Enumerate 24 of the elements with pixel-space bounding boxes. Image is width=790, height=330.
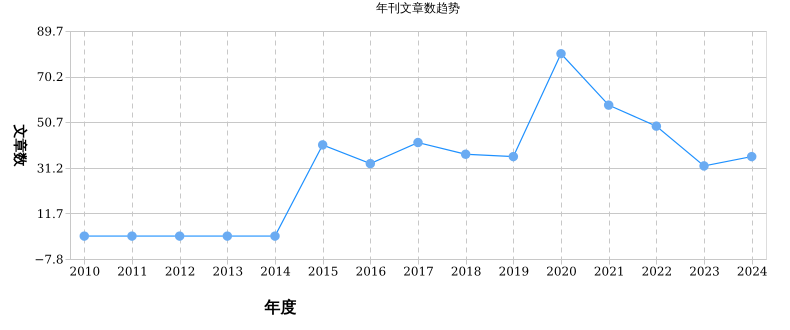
chart-title: 年刊文章数趋势	[376, 1, 460, 15]
y-tick-label: 31.2	[36, 161, 64, 176]
y-tick-label: 89.7	[36, 24, 64, 38]
x-axis-title: 年度	[264, 298, 296, 316]
y-tick-label: −7.8	[34, 252, 64, 266]
x-tick-label: 2023	[689, 264, 720, 278]
x-tick-label: 2021	[594, 264, 624, 278]
y-axis-title: 文章数	[12, 124, 28, 168]
x-tick-label: 2018	[450, 264, 482, 278]
y-tick-label: 50.7	[36, 116, 64, 130]
x-tick-label: 2013	[212, 264, 244, 278]
x-tick-label: 2011	[117, 264, 148, 278]
x-tick-label: 2020	[546, 264, 577, 278]
y-tick-label: 11.7	[36, 206, 64, 221]
x-tick-label: 2015	[308, 264, 338, 278]
y-tick-label: 70.2	[36, 70, 64, 84]
x-tick-label: 2014	[260, 264, 292, 278]
x-tick-label: 2016	[356, 264, 386, 278]
x-tick-label: 2019	[498, 264, 530, 278]
x-tick-label: 2024	[736, 264, 768, 278]
x-tick-label: 2010	[70, 264, 100, 278]
x-tick-label: 2022	[642, 264, 672, 278]
x-tick-label: 2012	[164, 264, 196, 278]
x-tick-label: 2017	[403, 264, 434, 278]
